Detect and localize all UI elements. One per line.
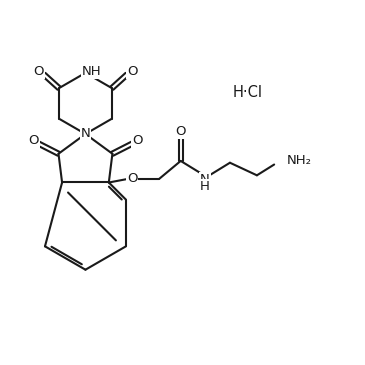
Text: H: H <box>200 180 210 193</box>
Text: O: O <box>127 65 138 78</box>
Text: NH: NH <box>82 65 102 78</box>
Text: O: O <box>132 134 143 147</box>
Text: H·Cl: H·Cl <box>232 85 262 100</box>
Text: O: O <box>28 134 39 147</box>
Text: NH₂: NH₂ <box>287 154 311 168</box>
Text: O: O <box>33 65 44 78</box>
Text: O: O <box>176 125 186 138</box>
Text: N: N <box>200 173 210 186</box>
Text: N: N <box>81 127 90 141</box>
Text: O: O <box>127 172 138 185</box>
